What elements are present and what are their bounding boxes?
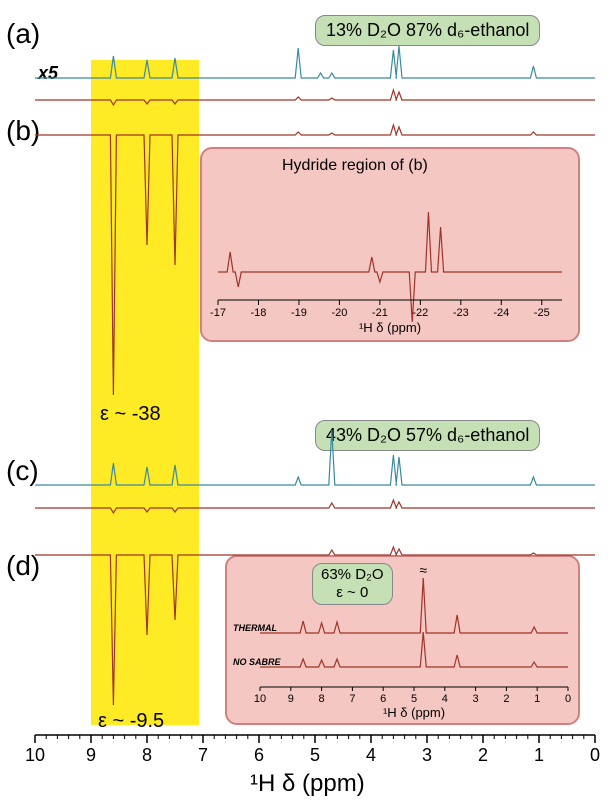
svg-text:¹H δ (ppm): ¹H δ (ppm) [359,320,421,335]
svg-text:-23: -23 [453,307,469,319]
svg-text:THERMAL: THERMAL [233,623,277,633]
svg-text:10: 10 [254,693,266,705]
svg-text:3: 3 [422,745,432,765]
svg-text:7: 7 [349,693,355,705]
svg-text:2: 2 [478,745,488,765]
svg-text:4: 4 [442,693,448,705]
svg-text:2: 2 [503,693,509,705]
svg-text:-24: -24 [493,307,509,319]
svg-text:6: 6 [380,693,386,705]
svg-text:-18: -18 [251,307,267,319]
svg-text:-22: -22 [412,307,428,319]
svg-text:3: 3 [473,693,479,705]
svg-text:10: 10 [25,745,45,765]
svg-text:0: 0 [590,745,600,765]
svg-text:1: 1 [534,745,544,765]
spectra-svg: 109876543210 -17-18-19-20-21-22-23-24-25… [0,0,611,803]
svg-text:8: 8 [142,745,152,765]
svg-text:5: 5 [310,745,320,765]
svg-text:4: 4 [366,745,376,765]
svg-text:-17: -17 [210,307,226,319]
svg-text:9: 9 [86,745,96,765]
svg-text:6: 6 [254,745,264,765]
svg-text:1: 1 [534,693,540,705]
svg-text:-20: -20 [331,307,347,319]
svg-text:NO SABRE: NO SABRE [233,657,282,667]
svg-text:0: 0 [565,693,571,705]
svg-text:7: 7 [198,745,208,765]
svg-text:5: 5 [411,693,417,705]
svg-text:¹H δ (ppm): ¹H δ (ppm) [383,705,445,720]
svg-text:-25: -25 [534,307,550,319]
svg-text:8: 8 [319,693,325,705]
svg-text:-21: -21 [372,307,388,319]
svg-text:-19: -19 [291,307,307,319]
svg-text:≈: ≈ [419,562,427,578]
svg-text:9: 9 [288,693,294,705]
main-axis-label: ¹H δ (ppm) [250,770,365,798]
